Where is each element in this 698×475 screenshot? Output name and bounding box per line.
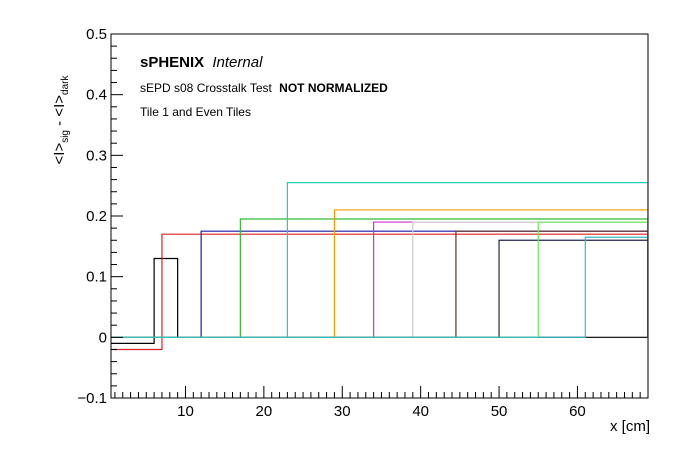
y-axis-label: <I>sig - <I>dark: [51, 75, 71, 165]
status-label: Internal: [212, 54, 263, 71]
series-line-9: [111, 230, 648, 338]
y-axis-label-dark: <I>: [51, 95, 68, 117]
series-line-7: [111, 221, 648, 338]
x-tick-label: 20: [256, 403, 273, 420]
x-tick-label: 30: [334, 403, 351, 420]
y-axis-label-sep: -: [51, 117, 68, 130]
y-tick-label: 0.2: [86, 208, 107, 225]
experiment-name: sPHENIX: [140, 54, 204, 71]
y-axis-label-signal-sub: sig: [60, 130, 71, 143]
y-tick-label: 0.3: [86, 147, 107, 164]
axis-ticks: 10 20 30 40 50 60 −0.1 0 0.1 0.2 0.3 0.4 0.5: [77, 26, 649, 420]
x-tick-label: 60: [569, 403, 586, 420]
experiment-label: sPHENIX Internal: [140, 54, 263, 71]
series-line-4: [111, 218, 648, 338]
tile-selection-label: Tile 1 and Even Tiles: [140, 105, 251, 119]
test-description-prefix: sEPD s08 Crosstalk Test: [140, 81, 272, 95]
y-tick-label: 0: [99, 329, 107, 346]
y-tick-label: −0.1: [77, 390, 107, 407]
test-description-flag: NOT NORMALIZED: [279, 81, 388, 95]
x-tick-label: 40: [412, 403, 429, 420]
series-line-1: [111, 257, 648, 344]
y-tick-label: 0.4: [86, 87, 107, 104]
series-line-11: [111, 221, 648, 338]
x-tick-label: 10: [177, 403, 194, 420]
plot-lines: [111, 182, 648, 351]
series-line-12: [111, 236, 648, 338]
series-line-10: [111, 239, 648, 338]
y-axis-label-dark-sub: dark: [60, 75, 71, 95]
test-description: sEPD s08 Crosstalk Test NOT NORMALIZED: [140, 81, 388, 95]
y-axis-label-signal: <I>: [51, 143, 68, 165]
series-line-8: [111, 221, 648, 338]
series-line-3: [111, 230, 648, 338]
y-tick-label: 0.5: [86, 26, 107, 43]
series-line-2: [111, 233, 648, 351]
x-axis-label: x [cm]: [610, 418, 650, 435]
series-line-5: [111, 182, 648, 338]
series-line-6: [111, 209, 648, 338]
x-tick-label: 50: [491, 403, 508, 420]
y-tick-label: 0.1: [86, 269, 107, 286]
